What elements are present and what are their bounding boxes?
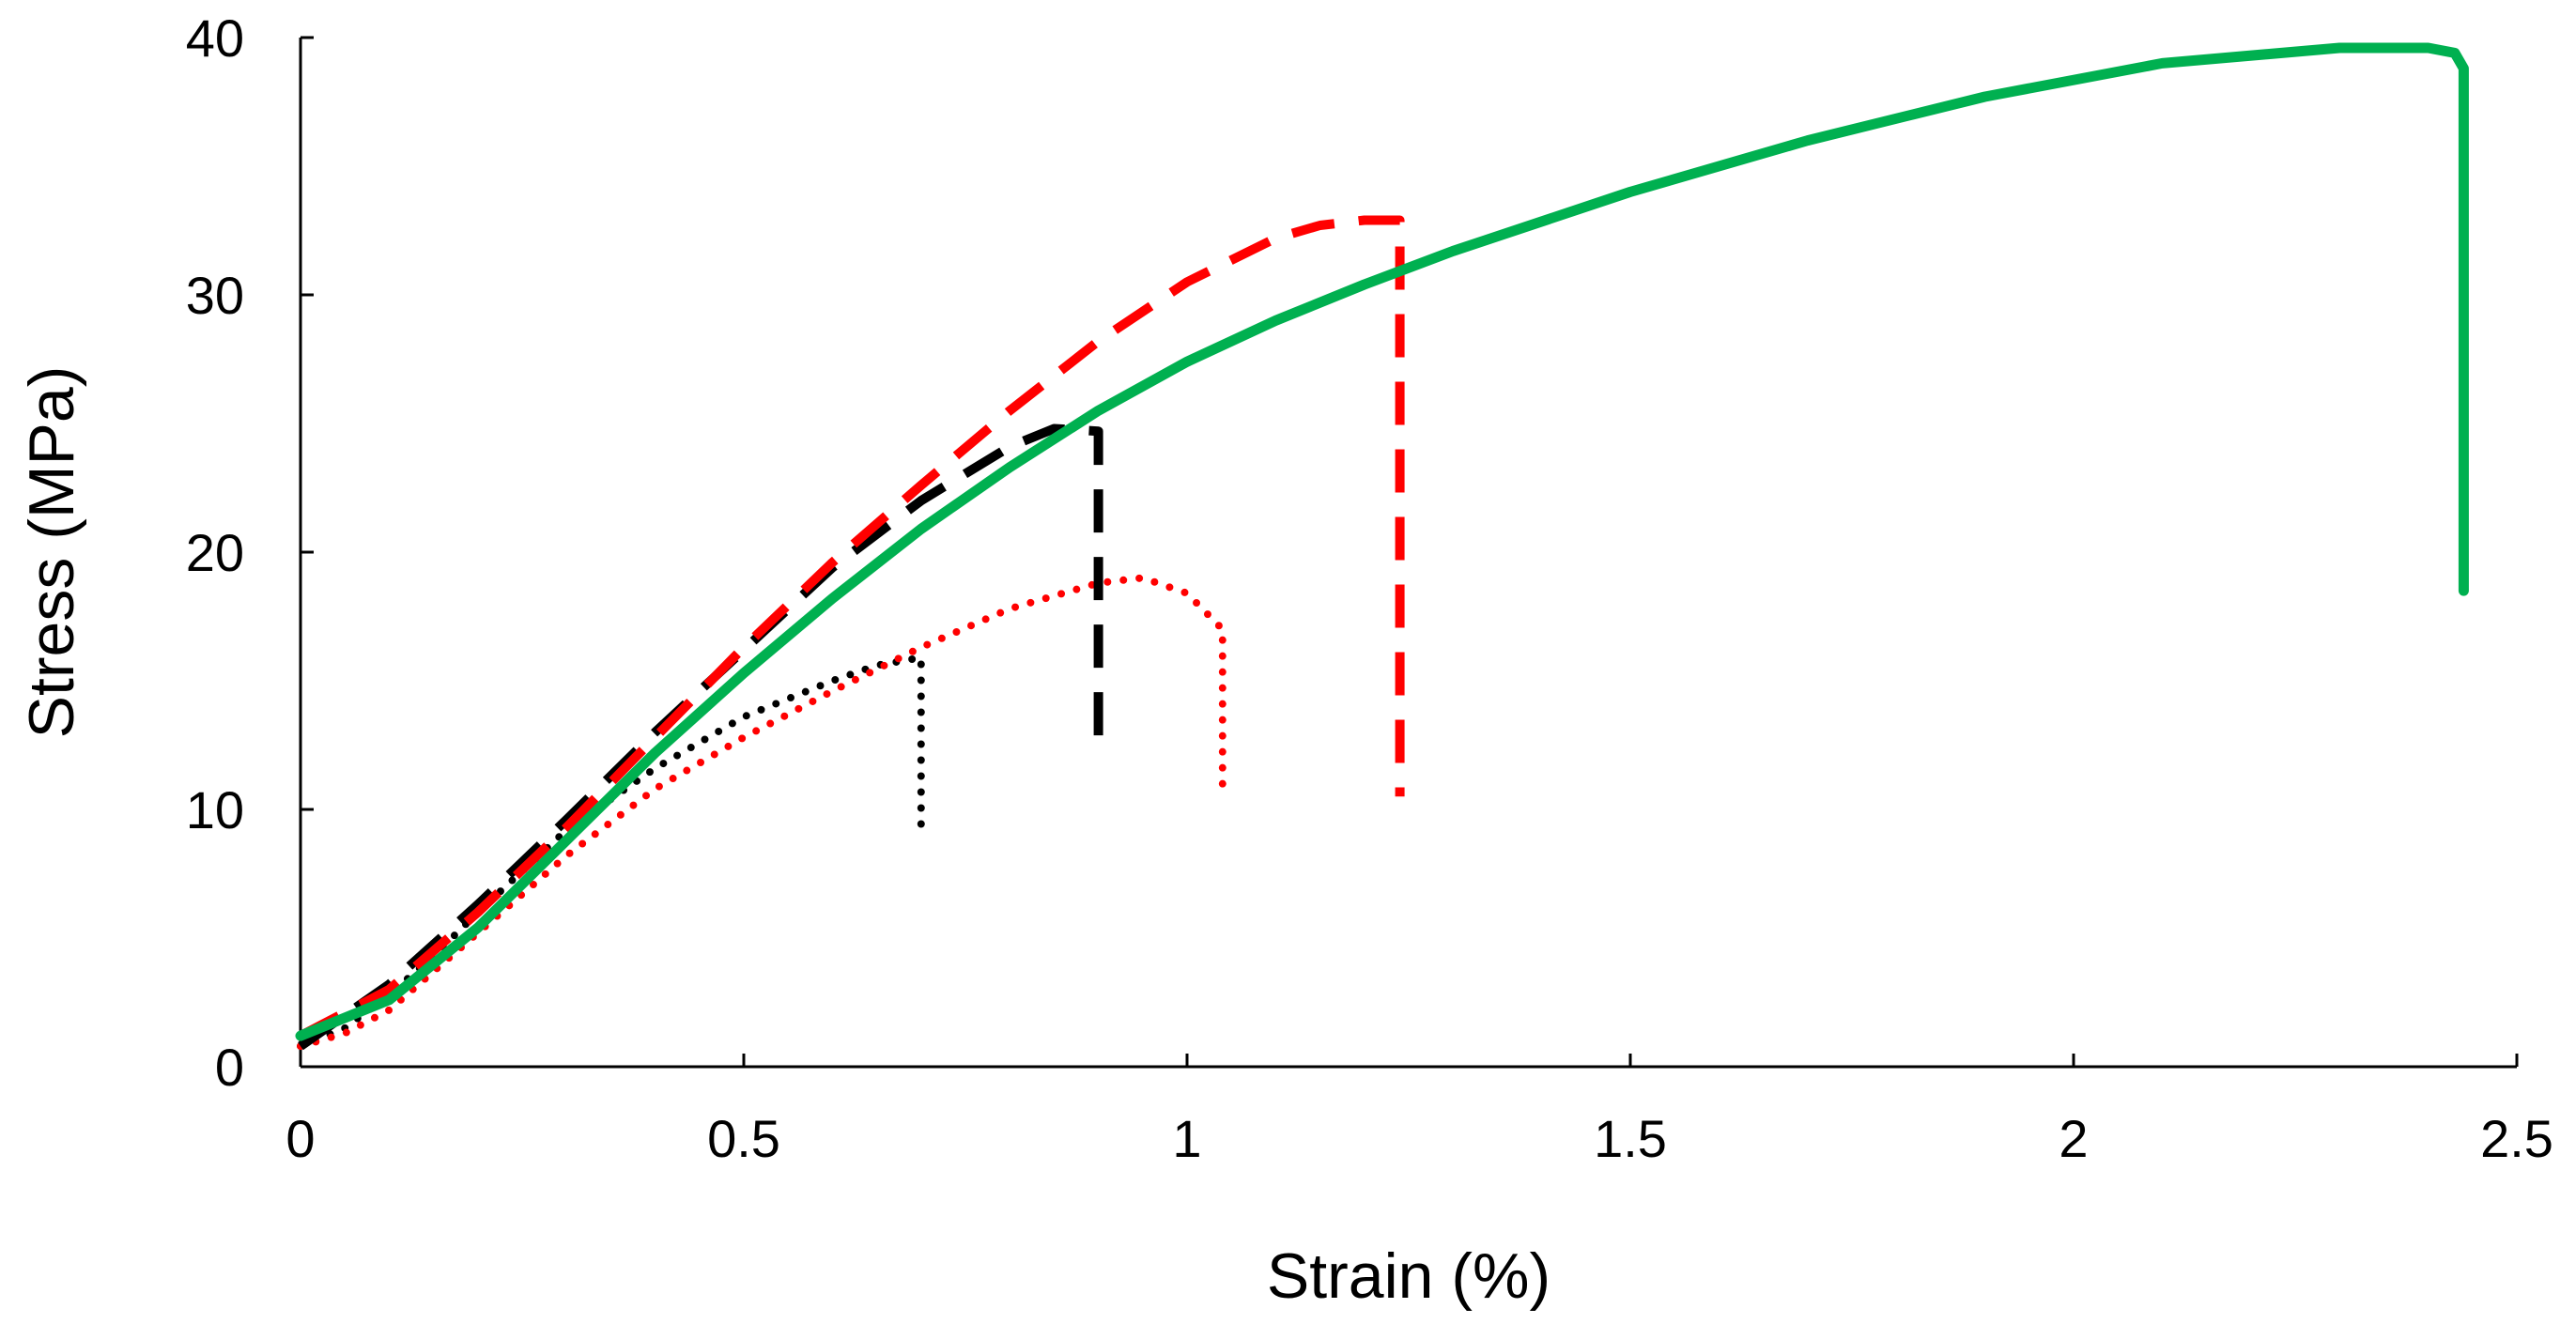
y-tick-label: 10 (186, 780, 244, 839)
y-tick-label: 20 (186, 523, 244, 582)
axes (299, 38, 2517, 1069)
y-axis-title: Stress (MPa) (16, 366, 87, 739)
series-lines (295, 42, 2469, 1051)
x-tick-label: 2 (2059, 1109, 2088, 1168)
x-tick-label: 1 (1172, 1109, 1201, 1168)
x-tick-label: 0.5 (707, 1109, 780, 1168)
y-tick-label: 30 (186, 266, 244, 325)
x-tick-label: 1.5 (1594, 1109, 1667, 1168)
x-tick-label: 0 (285, 1109, 315, 1168)
y-tick-label: 40 (186, 8, 244, 68)
x-axis-title: Strain (%) (1267, 1240, 1550, 1312)
y-tick-label: 0 (215, 1038, 244, 1097)
series-line-red-dashed (298, 215, 1405, 1040)
x-tick-label: 2.5 (2480, 1109, 2553, 1168)
ticks: 0 0.5 1 1.5 2 2.5 0 10 20 30 40 (186, 8, 2553, 1168)
series-line-red-dotted (297, 574, 1226, 1051)
series-line-black-dashed (298, 423, 1103, 1051)
series-line-green-solid (295, 42, 2469, 1041)
